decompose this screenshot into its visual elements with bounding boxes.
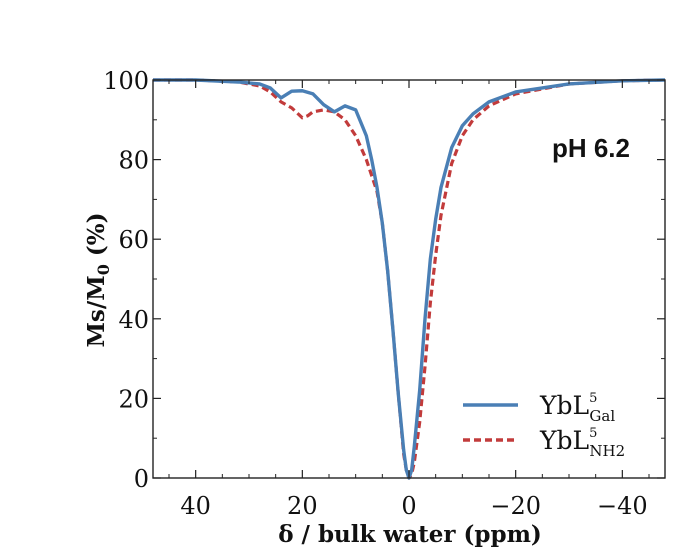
x-axis-label: δ / bulk water (ppm)	[278, 521, 542, 548]
legend-ybl-nh2-label-sub: NH2	[589, 442, 625, 460]
y-axis-label-main: Ms/M	[83, 275, 110, 347]
series-ybl-nh2-line	[153, 78, 666, 480]
y-axis-label: Ms/M0 (%)	[83, 212, 113, 347]
legend-ybl-gal-label: YbL5 Gal	[539, 391, 615, 425]
y-tick-label: 20	[118, 385, 149, 413]
plot-layer	[153, 78, 666, 480]
x-tick-label: −20	[490, 492, 541, 520]
legend-ybl-gal-label-main: YbL	[539, 391, 589, 420]
y-axis-label-unit: (%)	[83, 212, 110, 264]
y-tick-label: 0	[134, 465, 149, 493]
legend-ybl-nh2-label: YbL5 NH2	[539, 426, 625, 460]
y-tick-label: 100	[103, 67, 149, 95]
x-tick-label: 40	[180, 492, 211, 520]
y-tick-label: 60	[118, 226, 149, 254]
series-ybl-gal-line	[153, 78, 666, 480]
y-tick-label: 40	[118, 306, 149, 334]
annotation-ph: pH 6.2	[552, 133, 630, 163]
legend-ybl-nh2-label-sup: 5	[589, 426, 597, 441]
legend-ybl-gal-label-sup: 5	[589, 391, 597, 406]
legend-ybl-gal-label-sub: Gal	[589, 407, 615, 425]
y-tick-label: 80	[118, 147, 149, 175]
legend-ybl-nh2-label-main: YbL	[539, 426, 589, 455]
tick-layer: 40 20 0 −20 −40 0 20 40 60 80 100	[103, 67, 665, 520]
x-tick-label: −40	[597, 492, 648, 520]
y-axis-label-subscript: 0	[94, 264, 113, 275]
x-tick-label: 20	[287, 492, 318, 520]
x-tick-label: 0	[401, 492, 416, 520]
